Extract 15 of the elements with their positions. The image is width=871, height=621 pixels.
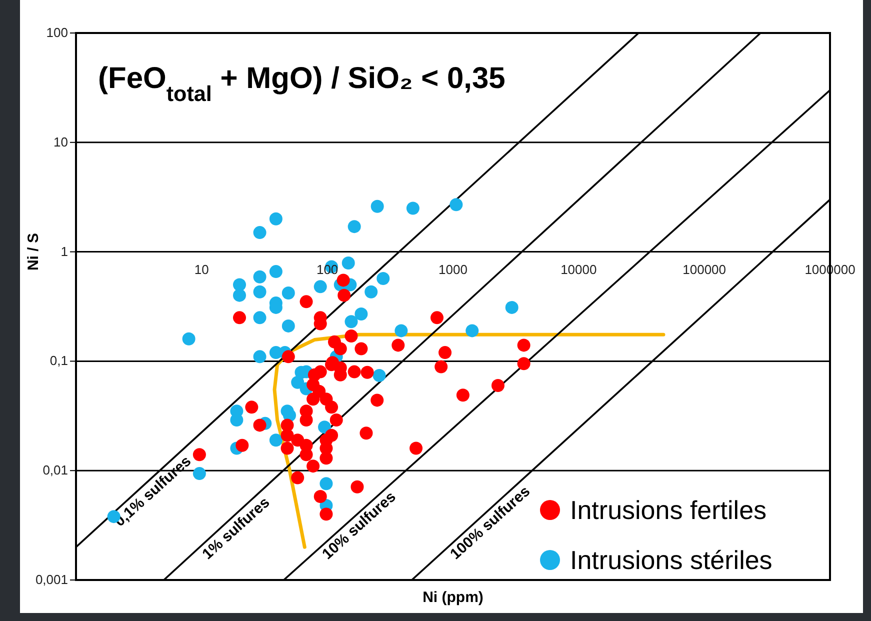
- x-tick-label: 10000: [560, 262, 597, 277]
- y-tick-label: 0,001: [35, 572, 68, 587]
- y-tick-label: 1: [60, 244, 68, 259]
- y-tick-label: 0,1: [50, 353, 68, 368]
- x-tick-label: 100000: [682, 262, 726, 277]
- x-axis-title: Ni (ppm): [422, 589, 484, 606]
- x-tick-label: 1000: [438, 262, 468, 277]
- y-axis-title: Ni / S: [25, 233, 42, 271]
- y-tick-label: 100: [46, 25, 68, 40]
- y-tick-label: 10: [54, 134, 68, 150]
- y-tick-label: 0,01: [42, 462, 68, 478]
- legend-label: Intrusions stériles: [570, 545, 772, 575]
- text: (FeO$_{total}$ + MgO) / SiO₂ < 0,35: [98, 62, 506, 106]
- x-tick-label: 10: [194, 262, 209, 277]
- legend-label: Intrusions fertiles: [570, 495, 767, 525]
